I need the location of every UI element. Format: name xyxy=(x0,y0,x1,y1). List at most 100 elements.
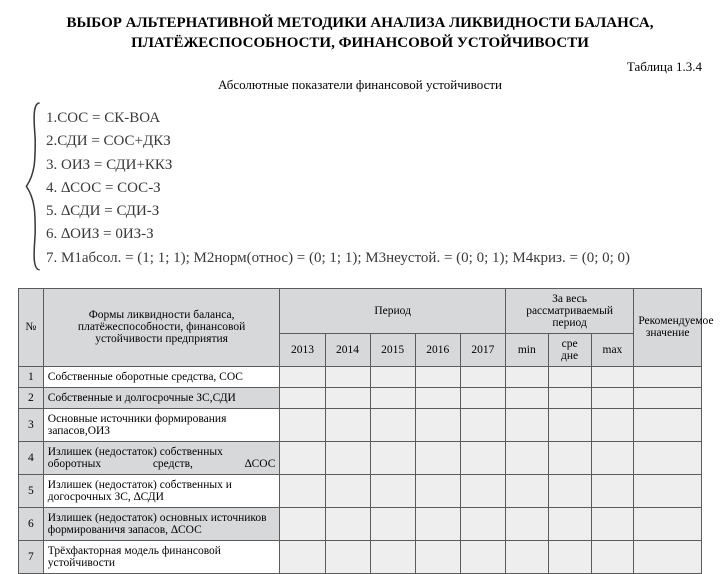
row-label: Основные источники формирования запасов,… xyxy=(43,408,280,441)
th-max: max xyxy=(591,333,634,366)
th-2014: 2014 xyxy=(325,333,370,366)
row-label: Излишек (недостаток) собственных оборотн… xyxy=(43,441,280,474)
cell xyxy=(591,507,634,540)
cell xyxy=(280,474,325,507)
cell xyxy=(325,474,370,507)
row-label: Излишек (недостаток) основных источников… xyxy=(43,507,280,540)
cell xyxy=(280,507,325,540)
curly-brace-icon xyxy=(22,101,44,272)
page-title: ВЫБОР АЛЬТЕРНАТИВНОЙ МЕТОДИКИ АНАЛИЗА ЛИ… xyxy=(18,14,702,53)
cell xyxy=(591,474,634,507)
cell xyxy=(370,474,415,507)
th-avg: сре дне xyxy=(548,333,591,366)
indicators-table: № Формы ликвидности баланса, платёжеспос… xyxy=(18,288,702,574)
table-row: 3 Основные источники формирования запасо… xyxy=(19,408,702,441)
cell xyxy=(370,408,415,441)
formula-5: 5. ∆СДИ = СДИ-З xyxy=(46,200,702,223)
cell xyxy=(415,474,460,507)
table-row: 2 Собственные и долгосрочные ЗС,СДИ xyxy=(19,387,702,408)
cell xyxy=(505,387,548,408)
cell xyxy=(460,540,505,573)
cell xyxy=(325,366,370,387)
row-num: 2 xyxy=(19,387,44,408)
formula-6: 6. ∆ОИЗ = 0ИЗ-З xyxy=(46,223,702,246)
row-num: 7 xyxy=(19,540,44,573)
cell xyxy=(415,540,460,573)
cell xyxy=(591,366,634,387)
cell xyxy=(370,441,415,474)
th-min: min xyxy=(505,333,548,366)
row-num: 1 xyxy=(19,366,44,387)
title-line-1: ВЫБОР АЛЬТЕРНАТИВНОЙ МЕТОДИКИ АНАЛИЗА ЛИ… xyxy=(67,15,654,31)
subtitle: Абсолютные показатели финансовой устойчи… xyxy=(18,77,702,93)
cell xyxy=(548,507,591,540)
cell xyxy=(370,540,415,573)
cell xyxy=(505,408,548,441)
cell xyxy=(280,408,325,441)
cell xyxy=(548,441,591,474)
cell xyxy=(591,387,634,408)
table-row: 1 Собственные оборотные средства, СОС xyxy=(19,366,702,387)
cell xyxy=(325,441,370,474)
cell xyxy=(415,408,460,441)
cell xyxy=(415,366,460,387)
cell xyxy=(548,366,591,387)
cell xyxy=(460,474,505,507)
title-line-2: ПЛАТЁЖЕСПОСОБНОСТИ, ФИНАНСОВОЙ УСТОЙЧИВО… xyxy=(131,35,589,51)
cell xyxy=(280,540,325,573)
formula-1: 1.СОС = СК-ВОА xyxy=(46,107,702,130)
cell xyxy=(325,507,370,540)
formula-block: 1.СОС = СК-ВОА 2.СДИ = СОС+ДКЗ 3. ОИЗ = … xyxy=(18,103,702,274)
cell xyxy=(370,387,415,408)
cell xyxy=(505,366,548,387)
th-forms: Формы ликвидности баланса, платёжеспособ… xyxy=(43,288,280,366)
cell xyxy=(505,441,548,474)
cell xyxy=(505,540,548,573)
table-row: 5 Излишек (недостаток) собственных и дог… xyxy=(19,474,702,507)
cell xyxy=(548,387,591,408)
formula-2: 2.СДИ = СОС+ДКЗ xyxy=(46,130,702,153)
cell xyxy=(591,441,634,474)
th-period: Период xyxy=(280,288,505,333)
cell xyxy=(460,507,505,540)
cell xyxy=(634,540,702,573)
cell xyxy=(634,408,702,441)
cell xyxy=(325,387,370,408)
th-2017: 2017 xyxy=(460,333,505,366)
table-row: 6 Излишек (недостаток) основных источник… xyxy=(19,507,702,540)
cell xyxy=(548,540,591,573)
cell xyxy=(634,366,702,387)
cell xyxy=(415,387,460,408)
cell xyxy=(460,366,505,387)
table-label: Таблица 1.3.4 xyxy=(18,59,702,75)
th-whole: За весь рассматриваемый период xyxy=(505,288,633,333)
cell xyxy=(280,366,325,387)
th-2016: 2016 xyxy=(415,333,460,366)
row-label: Трёхфакторная модель финансовой устойчив… xyxy=(43,540,280,573)
formula-4: 4. ∆СОС = СОС-З xyxy=(46,177,702,200)
cell xyxy=(460,408,505,441)
row-num: 4 xyxy=(19,441,44,474)
th-2015: 2015 xyxy=(370,333,415,366)
row-num: 5 xyxy=(19,474,44,507)
cell xyxy=(548,408,591,441)
cell xyxy=(460,441,505,474)
table-row: 7 Трёхфакторная модель финансовой устойч… xyxy=(19,540,702,573)
cell xyxy=(325,408,370,441)
cell xyxy=(505,474,548,507)
cell xyxy=(634,387,702,408)
th-num: № xyxy=(19,288,44,366)
th-recommend: Рекомендуемое значение xyxy=(634,288,702,366)
cell xyxy=(415,507,460,540)
row-num: 6 xyxy=(19,507,44,540)
formula-7: 7. М1абсол. = (1; 1; 1); М2норм(относ) =… xyxy=(46,247,702,270)
cell xyxy=(591,408,634,441)
row-label: Излишек (недостаток) собственных и догос… xyxy=(43,474,280,507)
cell xyxy=(634,507,702,540)
row-num: 3 xyxy=(19,408,44,441)
table-row: 4 Излишек (недостаток) собственных оборо… xyxy=(19,441,702,474)
cell xyxy=(548,474,591,507)
cell xyxy=(370,366,415,387)
formula-3: 3. ОИЗ = СДИ+ККЗ xyxy=(46,154,702,177)
cell xyxy=(280,387,325,408)
